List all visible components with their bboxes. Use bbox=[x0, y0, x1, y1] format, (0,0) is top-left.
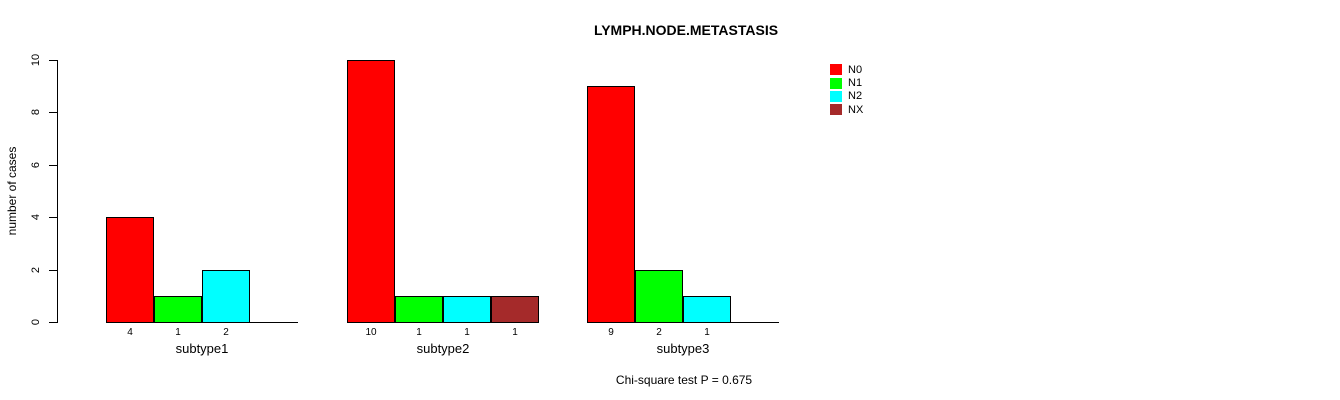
bar-count-label: 1 bbox=[175, 327, 181, 338]
legend-row-nx: NX bbox=[830, 103, 863, 116]
bar-count-label: 2 bbox=[656, 327, 662, 338]
legend-row-n1: N1 bbox=[830, 76, 863, 89]
bar-n1-subtype1 bbox=[154, 295, 202, 323]
category-label-subtype1: subtype1 bbox=[175, 341, 229, 356]
legend-label-n2: N2 bbox=[848, 90, 863, 103]
legend-label-n0: N0 bbox=[848, 63, 863, 76]
legend-row-n0: N0 bbox=[830, 63, 863, 76]
y-tick-label: 10 bbox=[30, 53, 42, 67]
bar-n2-subtype2 bbox=[443, 295, 491, 323]
bar-count-label: 9 bbox=[608, 327, 614, 338]
legend-swatch-nx bbox=[830, 104, 842, 116]
legend-label-nx: NX bbox=[848, 103, 864, 116]
legend-label-n1: N1 bbox=[848, 77, 863, 90]
y-tick-mark bbox=[49, 217, 57, 219]
chart-title: LYMPH.NODE.METASTASIS bbox=[593, 22, 779, 38]
y-axis-line bbox=[57, 60, 58, 323]
bar-n0-subtype3 bbox=[587, 86, 635, 323]
bar-count-label: 4 bbox=[127, 327, 133, 338]
bar-n1-subtype3 bbox=[635, 269, 683, 323]
legend: N0 N1 N2 NX bbox=[830, 63, 863, 117]
bar-n1-subtype2 bbox=[395, 295, 443, 323]
bar-n2-subtype1 bbox=[202, 269, 250, 323]
bar-count-label: 1 bbox=[464, 327, 470, 338]
y-tick-mark bbox=[49, 322, 57, 323]
category-label-subtype3: subtype3 bbox=[656, 341, 710, 356]
bar-count-label: 1 bbox=[704, 327, 710, 338]
y-tick-mark bbox=[49, 60, 57, 61]
legend-row-n2: N2 bbox=[830, 90, 863, 103]
legend-swatch-n1 bbox=[830, 77, 842, 89]
bar-count-label: 1 bbox=[416, 327, 422, 338]
bar-n2-subtype3 bbox=[683, 295, 731, 323]
bar-n0-subtype1 bbox=[106, 217, 154, 323]
chi-square-annotation: Chi-square test P = 0.675 bbox=[615, 373, 753, 387]
y-tick-mark bbox=[49, 164, 57, 166]
y-tick-mark bbox=[49, 112, 57, 114]
y-tick-label: 2 bbox=[30, 266, 42, 273]
y-tick-label: 6 bbox=[30, 161, 42, 168]
y-tick-label: 4 bbox=[30, 214, 42, 221]
bar-count-label: 1 bbox=[512, 327, 518, 338]
category-label-subtype2: subtype2 bbox=[416, 341, 470, 356]
legend-swatch-n2 bbox=[830, 90, 842, 102]
legend-swatch-n0 bbox=[830, 64, 842, 76]
bar-n0-subtype2 bbox=[347, 60, 395, 323]
y-tick-label: 8 bbox=[30, 109, 42, 116]
bar-nx-subtype2 bbox=[491, 295, 539, 323]
y-tick-mark bbox=[49, 269, 57, 271]
bar-count-label: 10 bbox=[365, 327, 377, 338]
bar-count-label: 2 bbox=[223, 327, 229, 338]
y-tick-label: 0 bbox=[30, 318, 42, 326]
